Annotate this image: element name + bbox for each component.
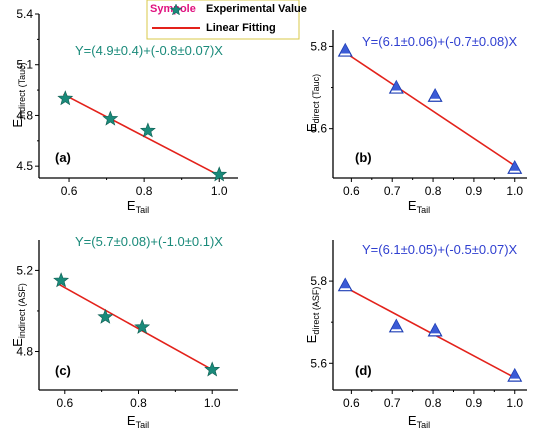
data-point-star — [57, 90, 74, 106]
data-point-triangle — [337, 277, 353, 292]
x-tick-label: 0.8 — [136, 184, 153, 198]
y-axis-label: Eindirect (ASF) — [10, 283, 27, 347]
data-point-star — [204, 361, 221, 377]
x-tick-label: 0.8 — [425, 396, 442, 410]
y-tick-label: 5.8 — [310, 274, 327, 288]
data-point-triangle — [507, 367, 523, 382]
fit-equation: Y=(6.1±0.05)+(-0.5±0.07)X — [362, 242, 518, 257]
fit-equation: Y=(6.1±0.06)+(-0.7±0.08)X — [362, 34, 518, 49]
legend-star-icon — [169, 3, 183, 16]
y-tick-label: 4.8 — [16, 344, 33, 358]
data-point-star — [211, 166, 228, 182]
x-tick-label: 1.0 — [204, 396, 221, 410]
fit-equation: Y=(4.9±0.4)+(-0.8±0.07)X — [75, 43, 223, 58]
x-tick-label: 0.6 — [343, 184, 360, 198]
legend-label-linear-fitting: Linear Fitting — [206, 22, 276, 34]
chart-panel-b: 0.6 0.7 0.8 0.9 1.0 5.6 5.8 Y=(6.1±0.06)+(-0.7±… — [304, 30, 527, 215]
chart-panel-c: 0.6 0.8 1.0 4.8 5.2 Y=(5.7±0.08)+(-1.0±0.1)X (… — [10, 234, 238, 430]
x-tick-label: 0.6 — [56, 396, 73, 410]
fit-line — [344, 51, 516, 167]
legend-star-marker — [169, 3, 183, 16]
data-point-triangle — [388, 79, 404, 94]
y-tick-label: 4.8 — [16, 108, 33, 122]
y-tick-label: 4.5 — [16, 159, 33, 173]
data-point-triangle — [388, 318, 404, 333]
x-tick-label: 1.0 — [506, 396, 523, 410]
chart-panel-d: 0.6 0.7 0.8 0.9 1.0 5.6 5.8 Y=(6.1±0.05)+(-0.5±… — [304, 240, 527, 430]
y-tick-label: 5.4 — [16, 7, 33, 21]
fit-equation: Y=(5.7±0.08)+(-1.0±0.1)X — [75, 234, 223, 249]
x-tick-label: 0.8 — [425, 184, 442, 198]
x-axis-label: ETail — [408, 198, 430, 215]
chart-area: 0.6 0.8 1.0 4.5 4.8 5.1 5.4 Y=(4.9±0.4)+(-0.8±0… — [10, 7, 527, 430]
x-tick-label: 1.0 — [506, 184, 523, 198]
y-tick-label: 5.8 — [310, 39, 327, 53]
x-axis-label: ETail — [127, 413, 149, 430]
x-tick-label: 0.7 — [384, 396, 401, 410]
x-tick-label: 0.7 — [384, 184, 401, 198]
data-point-star — [53, 272, 70, 288]
fit-line — [63, 93, 220, 177]
x-tick-label: 1.0 — [211, 184, 228, 198]
fit-line — [58, 283, 213, 371]
data-point-triangle — [427, 88, 443, 102]
data-point-triangle — [337, 42, 353, 57]
data-point-triangle — [427, 322, 443, 337]
data-point-star — [134, 318, 151, 334]
y-tick-label: 5.2 — [16, 263, 33, 277]
chart-panel-a: 0.6 0.8 1.0 4.5 4.8 5.1 5.4 Y=(4.9±0.4)+(-0.8±0… — [10, 7, 238, 215]
y-tick-label: 5.6 — [310, 356, 327, 370]
y-axis-label: Eindirect (Tauc) — [10, 62, 27, 127]
y-tick-label: 5.1 — [16, 58, 33, 72]
x-tick-label: 0.9 — [466, 184, 483, 198]
panel-label: (a) — [55, 150, 71, 165]
y-axis-label: Edirect (Tauc) — [304, 74, 321, 132]
legend-label-experimental: Experimental Value — [206, 3, 307, 15]
y-tick-label: 5.6 — [310, 122, 327, 136]
x-axis-label: ETail — [127, 198, 149, 215]
x-tick-label: 0.6 — [61, 184, 78, 198]
legend: Sympole Experimental Value Linear Fittin… — [146, 0, 307, 40]
data-point-star — [102, 110, 119, 126]
x-tick-label: 0.6 — [343, 396, 360, 410]
legend-box — [146, 0, 300, 40]
data-point-triangle — [507, 159, 523, 174]
y-axis-label: Edirect (ASF) — [304, 287, 321, 344]
panel-label: (c) — [55, 363, 71, 378]
x-tick-label: 0.9 — [466, 396, 483, 410]
x-tick-label: 0.8 — [130, 396, 147, 410]
panel-label: (b) — [355, 150, 372, 165]
panel-label: (d) — [355, 363, 372, 378]
x-axis-label: ETail — [408, 413, 430, 430]
data-point-star — [139, 122, 156, 138]
data-point-star — [97, 308, 114, 324]
